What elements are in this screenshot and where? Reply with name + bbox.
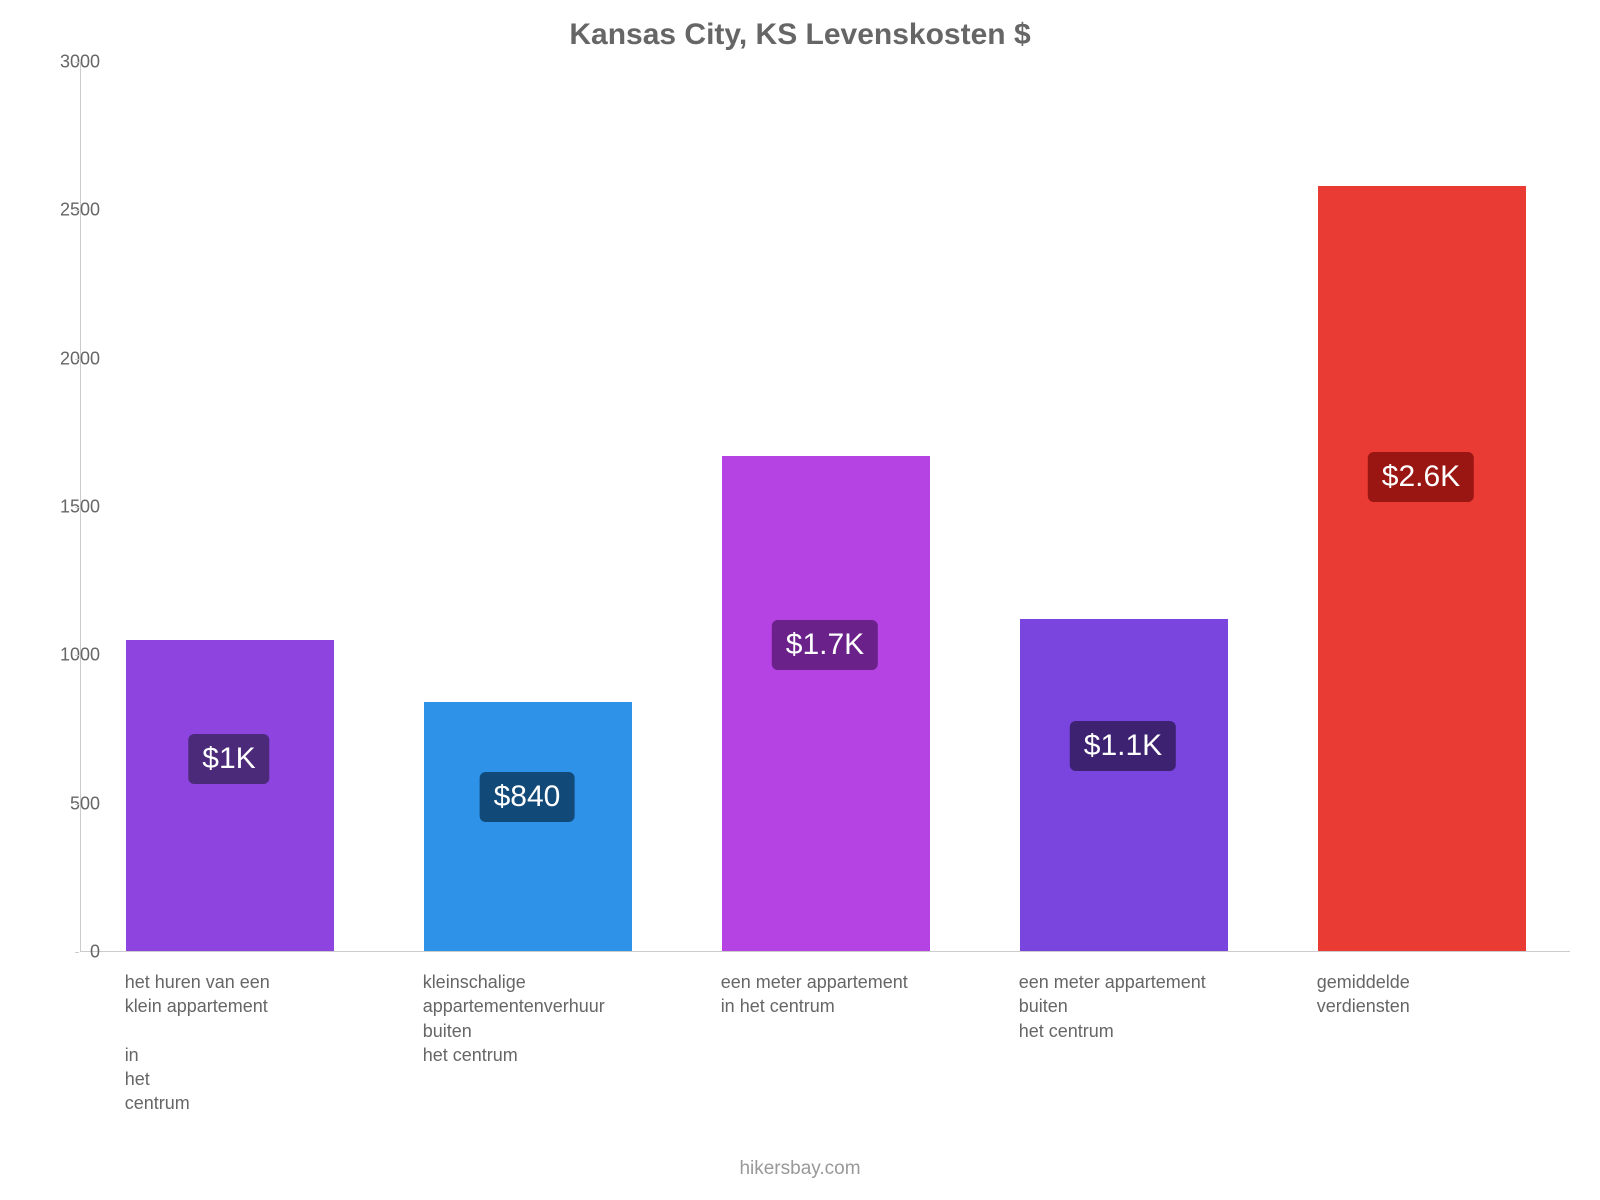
x-tick-label: een meter appartementbuitenhet centrum [1019,970,1228,1043]
y-tick-mark [75,507,79,508]
bar-value-label: $2.6K [1368,452,1474,502]
y-tick-label: 0 [40,942,100,963]
y-tick-mark [75,804,79,805]
bar [1020,619,1229,951]
bar-value-label: $1.1K [1070,721,1176,771]
bar [424,702,633,951]
bar [722,456,931,951]
y-tick-mark [75,952,79,953]
bar-value-label: $840 [480,772,575,822]
y-tick-mark [75,210,79,211]
bar-value-label: $1.7K [772,620,878,670]
y-tick-label: 2000 [40,348,100,369]
bar [126,640,335,952]
chart-footer: hikersbay.com [0,1158,1600,1180]
y-tick-label: 1500 [40,497,100,518]
x-tick-label: gemiddeldeverdiensten [1317,970,1526,1019]
bar [1318,186,1527,951]
y-tick-label: 1000 [40,645,100,666]
x-tick-label: kleinschaligeappartementenverhuurbuitenh… [423,970,632,1067]
y-tick-mark [75,359,79,360]
x-tick-label: een meter appartementin het centrum [721,970,930,1019]
y-tick-mark [75,655,79,656]
y-tick-mark [75,62,79,63]
x-tick-label: het huren van eenklein appartement inhet… [125,970,334,1116]
plot-area [80,62,1570,952]
y-tick-label: 2500 [40,200,100,221]
bar-value-label: $1K [188,734,269,784]
chart-title: Kansas City, KS Levenskosten $ [0,18,1600,52]
chart-container: Kansas City, KS Levenskosten $ hikersbay… [0,0,1600,1200]
y-tick-label: 3000 [40,52,100,73]
y-tick-label: 500 [40,793,100,814]
